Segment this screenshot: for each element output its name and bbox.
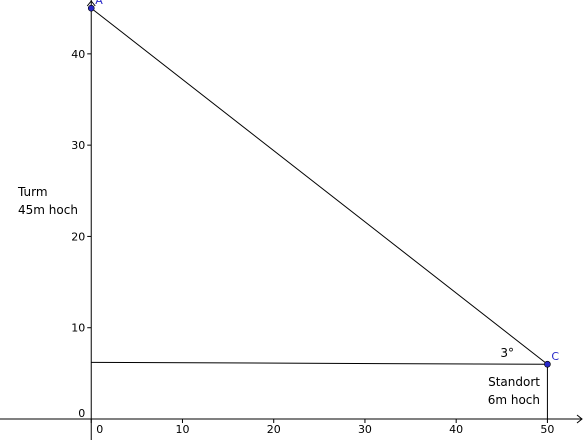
x-tick-label: 0 xyxy=(96,423,103,436)
x-tick-label: 40 xyxy=(449,423,463,436)
annotation: 6m hoch xyxy=(488,393,540,407)
point xyxy=(87,4,95,12)
point-label: C xyxy=(551,350,559,363)
x-axis-arrow xyxy=(576,414,583,424)
x-tick-label: 50 xyxy=(540,423,554,436)
y-tick-label: 0 xyxy=(78,407,85,420)
y-tick-label: 40 xyxy=(71,48,85,61)
x-tick-label: 20 xyxy=(267,423,281,436)
y-tick-label: 20 xyxy=(71,230,85,243)
point-label: A xyxy=(95,0,103,7)
y-axis-arrow xyxy=(86,0,96,7)
annotation: 3° xyxy=(500,346,514,360)
x-tick-label: 30 xyxy=(358,423,372,436)
annotation: Standort xyxy=(488,375,540,389)
y-tick-label: 30 xyxy=(71,139,85,152)
x-tick-label: 10 xyxy=(175,423,189,436)
point xyxy=(544,360,551,368)
segment xyxy=(90,7,548,365)
y-tick-label: 10 xyxy=(71,322,85,335)
annotation: Turm xyxy=(17,185,48,199)
annotation: 45m hoch xyxy=(18,203,78,217)
segment xyxy=(91,361,548,365)
